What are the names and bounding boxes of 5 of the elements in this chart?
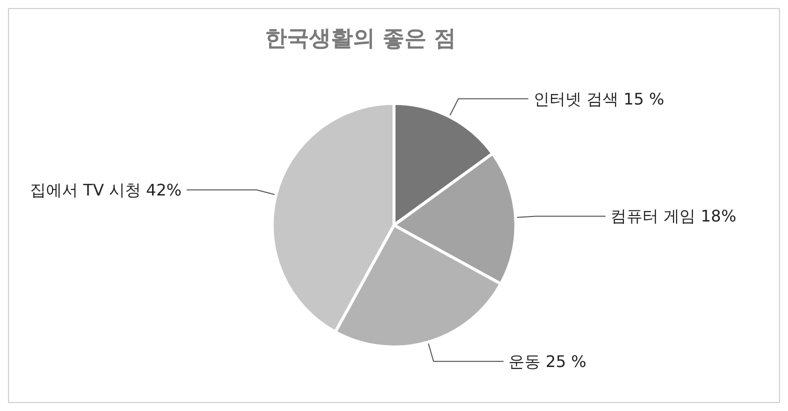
slice-label: 운동 25 % — [508, 352, 586, 371]
slice-label: 인터넷 검색 15 % — [533, 89, 664, 108]
slice-label: 집에서 TV 시청 42% — [30, 180, 182, 200]
chart-title: 한국생활의 좋은 점 — [264, 26, 456, 52]
slice-label: 컴퓨터 게임 18% — [610, 206, 736, 226]
